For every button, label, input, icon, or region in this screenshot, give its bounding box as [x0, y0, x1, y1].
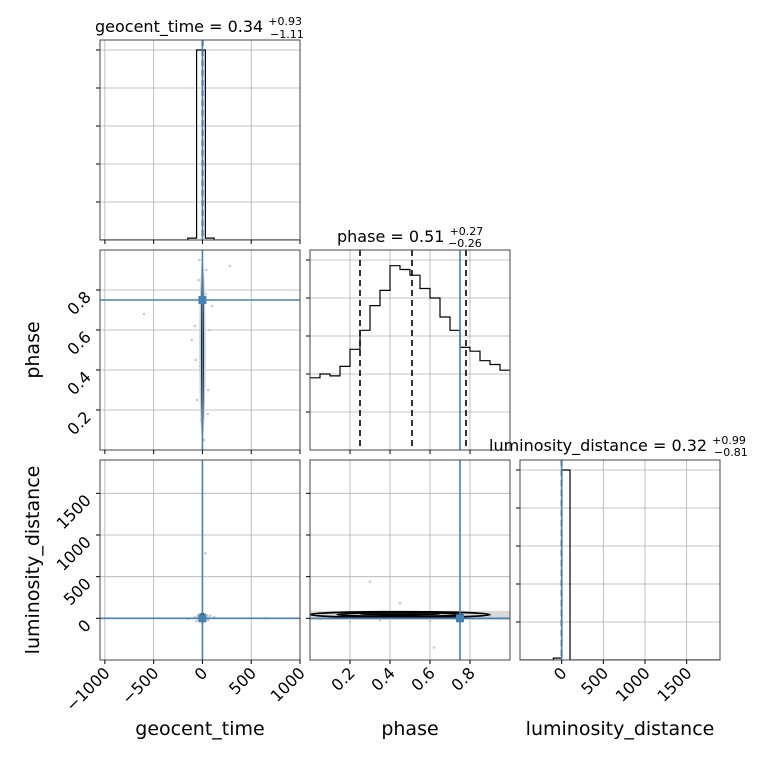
scatter-point — [205, 268, 208, 272]
scatter-point — [142, 312, 146, 316]
hist-panel-luminosity-distance: 0 500 1000 1500 — [516, 459, 721, 706]
scatter-point — [197, 278, 200, 282]
x-tick-label: 1500 — [653, 663, 695, 705]
x-tick-label: 500 — [577, 663, 612, 698]
hist-plot-area — [100, 40, 300, 240]
x-tick-label: 1000 — [612, 663, 654, 705]
xlabel-luminosity-distance: luminosity_distance — [526, 718, 715, 740]
axes-frame — [99, 459, 301, 661]
axes-frame — [309, 459, 511, 661]
scatter-point — [194, 358, 197, 362]
scatter-point — [348, 620, 352, 623]
scatter-point — [195, 619, 198, 623]
scatter-point — [193, 324, 196, 328]
scatter-point — [210, 304, 214, 308]
hist-plot-area — [310, 250, 510, 450]
x-tick-label: 0 — [550, 663, 571, 684]
title-luminosity-distance: luminosity_distance = 0.32 +0.99 — [489, 434, 746, 456]
truth-marker — [456, 614, 464, 623]
xlabel-geocent-time: geocent_time — [135, 718, 264, 740]
hist-plot-area — [520, 460, 720, 660]
scatter-point — [206, 388, 210, 392]
axes-frame — [519, 459, 721, 661]
histogram-step — [100, 49, 300, 240]
scatter-panel-geocent-time-vs-phase: 0.2 0.4 0.6 0.8 — [63, 249, 301, 454]
title-geocent-time-text: geocent_time = 0.34 — [95, 17, 263, 37]
scatter-point — [198, 258, 201, 262]
scatter-point — [428, 619, 432, 623]
y-tick-label: 0.4 — [63, 367, 94, 398]
scatter-point — [204, 552, 207, 555]
ylabel-luminosity-distance: luminosity_distance — [22, 466, 44, 655]
scatter-point — [378, 618, 382, 622]
x-tick-label: −500 — [118, 663, 163, 708]
histogram-step — [520, 469, 720, 660]
y-tick-label: 0 — [74, 616, 95, 637]
scatter-point — [206, 412, 210, 416]
scatter-point — [202, 438, 206, 442]
y-tick-label: 0.2 — [63, 407, 94, 438]
ylabel-phase: phase — [22, 321, 44, 378]
scatter-point — [207, 328, 211, 332]
x-tick-label: 0 — [191, 663, 212, 684]
pair-plot-area — [100, 250, 300, 450]
pair-plot-area — [100, 460, 300, 660]
x-tick-label: 0.6 — [407, 663, 438, 694]
hist-panel-phase — [306, 249, 511, 454]
x-tick-label: 0.8 — [447, 663, 478, 694]
y-tick-label: 1500 — [53, 491, 95, 533]
scatter-point — [432, 646, 436, 649]
title-phase-text: phase = 0.51 — [337, 227, 444, 246]
x-tick-label: 0.2 — [327, 663, 358, 694]
axes-frame — [99, 249, 301, 451]
y-tick-label: 500 — [60, 574, 95, 609]
scatter-point — [398, 602, 402, 605]
truth-marker — [198, 614, 207, 623]
xlabel-phase: phase — [381, 718, 438, 740]
axes-frame — [99, 39, 301, 241]
scatter-point — [368, 580, 372, 583]
title-phase: phase = 0.51 +0.27 — [337, 225, 483, 246]
x-tick-label: 0.4 — [367, 663, 398, 694]
scatter-panel-phase-vs-luminosity-distance: 0.2 0.4 0.6 0.8 — [306, 459, 511, 695]
x-tick-label: 1000 — [267, 663, 309, 705]
histogram-step — [310, 265, 510, 379]
axes-frame — [309, 249, 511, 451]
scatter-point — [190, 338, 194, 342]
y-tick-label: 1000 — [53, 532, 95, 574]
title-geocent-time-plus: +0.93 — [268, 15, 302, 28]
title-luminosity-distance-plus: +0.99 — [712, 434, 746, 447]
title-phase-minus: −0.26 — [448, 237, 482, 250]
truth-marker — [198, 296, 207, 304]
y-tick-label: 0.8 — [63, 287, 94, 318]
title-luminosity-distance-minus: −0.81 — [714, 446, 748, 459]
hist-panel-geocent-time — [96, 39, 301, 244]
x-tick-label: 500 — [225, 663, 260, 698]
scatter-point — [228, 264, 232, 268]
title-geocent-time: geocent_time = 0.34 +0.93 — [95, 15, 302, 37]
y-tick-label: 0.6 — [63, 327, 94, 358]
density-contour-outer — [310, 610, 491, 619]
scatter-point — [206, 618, 210, 622]
title-phase-plus: +0.27 — [450, 225, 484, 238]
title-geocent-time-minus: −1.11 — [270, 28, 304, 41]
scatter-point — [195, 398, 199, 402]
pair-plot-area — [310, 460, 510, 660]
title-luminosity-distance-text: luminosity_distance = 0.32 — [489, 436, 707, 456]
scatter-point — [208, 614, 212, 618]
x-tick-label: −1000 — [62, 663, 114, 715]
density-contour-inner — [359, 613, 441, 616]
